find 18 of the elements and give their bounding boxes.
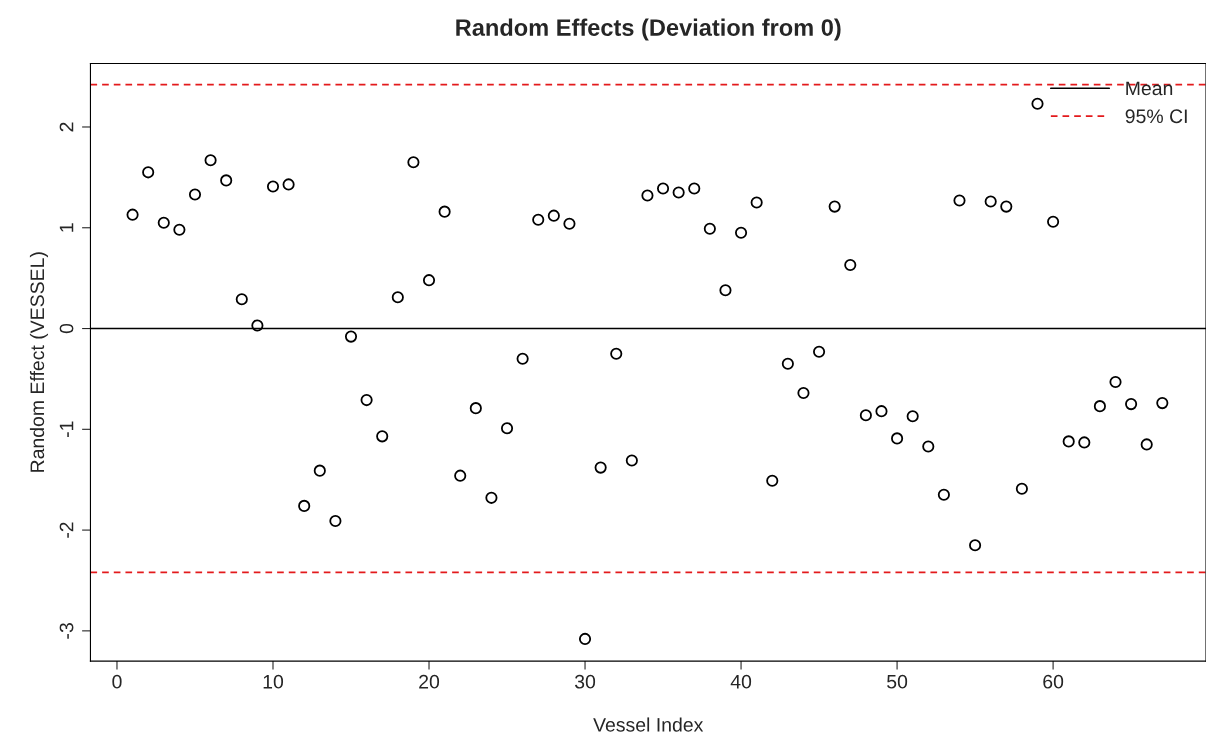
x-tick-label: 0 (112, 674, 122, 689)
legend-label: Mean (1126, 81, 1173, 96)
y-tick-label: -2 (59, 522, 74, 538)
x-tick-label: 10 (263, 674, 284, 689)
y-tick-label: 2 (59, 122, 74, 132)
x-tick-label: 20 (419, 674, 440, 689)
x-tick-label: 30 (574, 674, 596, 689)
x-tick-label: 60 (1043, 674, 1064, 689)
y-tick-label: 1 (59, 223, 74, 232)
x-tick-label: 40 (730, 674, 752, 689)
chart-title: Random Effects (Deviation from 0) (456, 18, 841, 41)
x-tick-label: 50 (887, 674, 908, 689)
y-tick-label: 0 (59, 323, 74, 334)
legend-label: 95% CI (1125, 109, 1187, 124)
y-axis-title: Random Effect (VESSEL) (29, 252, 49, 472)
x-axis-title: Vessel Index (593, 717, 704, 732)
y-tick-label: -1 (59, 421, 74, 438)
y-tick-label: -3 (59, 623, 74, 639)
